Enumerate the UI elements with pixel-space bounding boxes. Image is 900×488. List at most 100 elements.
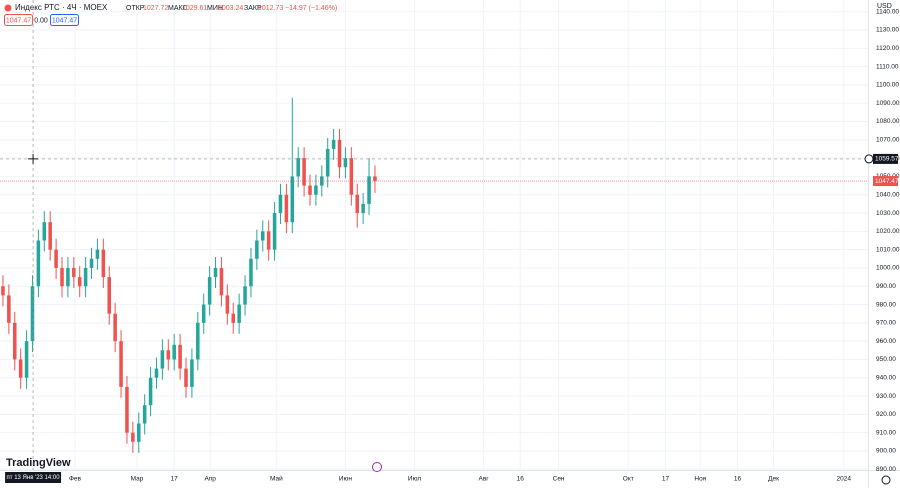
indicator-value: 1047.47	[52, 17, 77, 24]
y-tick-label: 1110.00	[876, 63, 899, 70]
last-price-tag	[873, 176, 898, 187]
crosshair-cursor	[28, 153, 39, 164]
candle-body	[24, 341, 29, 378]
y-tick-label: 960.00	[876, 338, 896, 345]
y-tick-label: 1040.00	[876, 191, 900, 198]
candle-body	[207, 277, 212, 305]
x-tick-label: Авг	[479, 476, 490, 483]
candle-body	[243, 286, 247, 305]
candle-body	[272, 213, 277, 250]
add-alert-button[interactable]	[864, 154, 874, 164]
candle-body	[361, 203, 365, 214]
y-tick-label: 1140.00	[876, 8, 899, 15]
x-tick-label: 17	[171, 476, 179, 483]
candle-body	[60, 267, 64, 287]
candle-body	[225, 295, 230, 314]
y-tick-label: 920.00	[876, 411, 896, 418]
x-tick-label: Мар	[131, 476, 144, 483]
x-tick-label: 16	[734, 476, 742, 483]
candle-body	[331, 139, 336, 149]
crosshair-price-tag	[873, 153, 898, 164]
candle-body	[255, 240, 259, 259]
candle-body	[337, 139, 342, 168]
candle-body	[325, 148, 330, 177]
candle-body	[249, 258, 253, 287]
candle-body	[125, 386, 129, 433]
open-label: ОТКР	[126, 5, 145, 12]
candle-body	[154, 368, 159, 378]
indicator-value: 1047.47	[6, 17, 31, 24]
candle-body	[160, 350, 165, 369]
symbol-title: Индекс РТС · 4Ч · MOEX	[15, 3, 108, 12]
candle-body	[320, 176, 324, 186]
candle-body	[296, 158, 300, 177]
low-value: 1003.24	[218, 5, 243, 12]
candle-body	[72, 267, 76, 278]
crosshair-time-label: пт 13 Янв '23 14:00	[7, 475, 61, 481]
last-price-label: 1047.47	[875, 178, 899, 185]
y-tick-label: 890.00	[876, 466, 896, 473]
candle-body	[107, 277, 112, 314]
indicator-value: 0.00	[34, 17, 48, 24]
candle-body	[237, 304, 241, 323]
candle-body	[166, 350, 171, 360]
y-tick-label: 980.00	[876, 301, 896, 308]
candle-body	[101, 249, 106, 278]
y-tick-label: 1070.00	[876, 137, 900, 144]
event-icon[interactable]	[372, 462, 382, 472]
candle-body	[172, 344, 176, 360]
candle-body	[355, 194, 360, 214]
candle-body	[12, 322, 17, 360]
close-value: 1012.73	[258, 5, 283, 12]
y-tick-label: 1010.00	[876, 246, 900, 253]
candle-body	[266, 231, 271, 250]
candle-body	[278, 194, 283, 214]
candle-body	[89, 258, 94, 268]
symbol-icon	[4, 4, 12, 12]
candle-body	[308, 185, 312, 195]
candle-body	[178, 344, 182, 369]
y-tick-label: 1090.00	[876, 100, 900, 107]
y-tick-label: 930.00	[876, 393, 896, 400]
candle-body	[18, 359, 23, 378]
candle-body	[219, 267, 224, 296]
candle-body	[54, 249, 58, 268]
x-tick-label: Апр	[204, 476, 216, 483]
candle-body	[284, 194, 289, 223]
y-tick-label: 1000.00	[876, 265, 900, 272]
x-tick-label: Июн	[339, 476, 353, 483]
indicator-box	[50, 14, 79, 26]
candle-body	[201, 304, 206, 323]
y-tick-label: 900.00	[876, 448, 896, 455]
y-tick-label: 990.00	[876, 283, 896, 290]
x-tick-label: 2024	[837, 476, 852, 483]
candle-body	[148, 377, 153, 406]
y-tick-label: 1120.00	[876, 45, 899, 52]
candle-body	[119, 341, 123, 387]
candle-body	[196, 322, 200, 360]
candle-body	[290, 176, 295, 223]
y-tick-label: 1100.00	[876, 82, 899, 89]
x-tick-label: Фев	[69, 476, 82, 483]
y-tick-label: 940.00	[876, 374, 896, 381]
low-label: МИН	[207, 5, 223, 12]
logo: TradingView	[6, 457, 71, 469]
candle-body	[190, 359, 194, 387]
change-value: −14.97 (−1.46%)	[285, 5, 337, 12]
y-tick-label: 970.00	[876, 320, 896, 327]
candle-body	[66, 267, 70, 287]
candle-body	[314, 185, 318, 195]
y-tick-label: 910.00	[876, 429, 896, 436]
open-value: 1027.72	[143, 5, 168, 12]
candle-body	[83, 267, 88, 287]
settings-icon[interactable]	[881, 475, 891, 485]
x-tick-label: Июл	[408, 476, 421, 483]
x-tick-label: Дек	[768, 476, 779, 483]
y-tick-label: 1130.00	[876, 27, 899, 34]
candle-body	[30, 286, 35, 342]
candle-body	[1, 286, 5, 296]
candle-body	[36, 240, 41, 287]
candle-body	[7, 295, 11, 323]
currency[interactable]: USD	[877, 3, 892, 10]
